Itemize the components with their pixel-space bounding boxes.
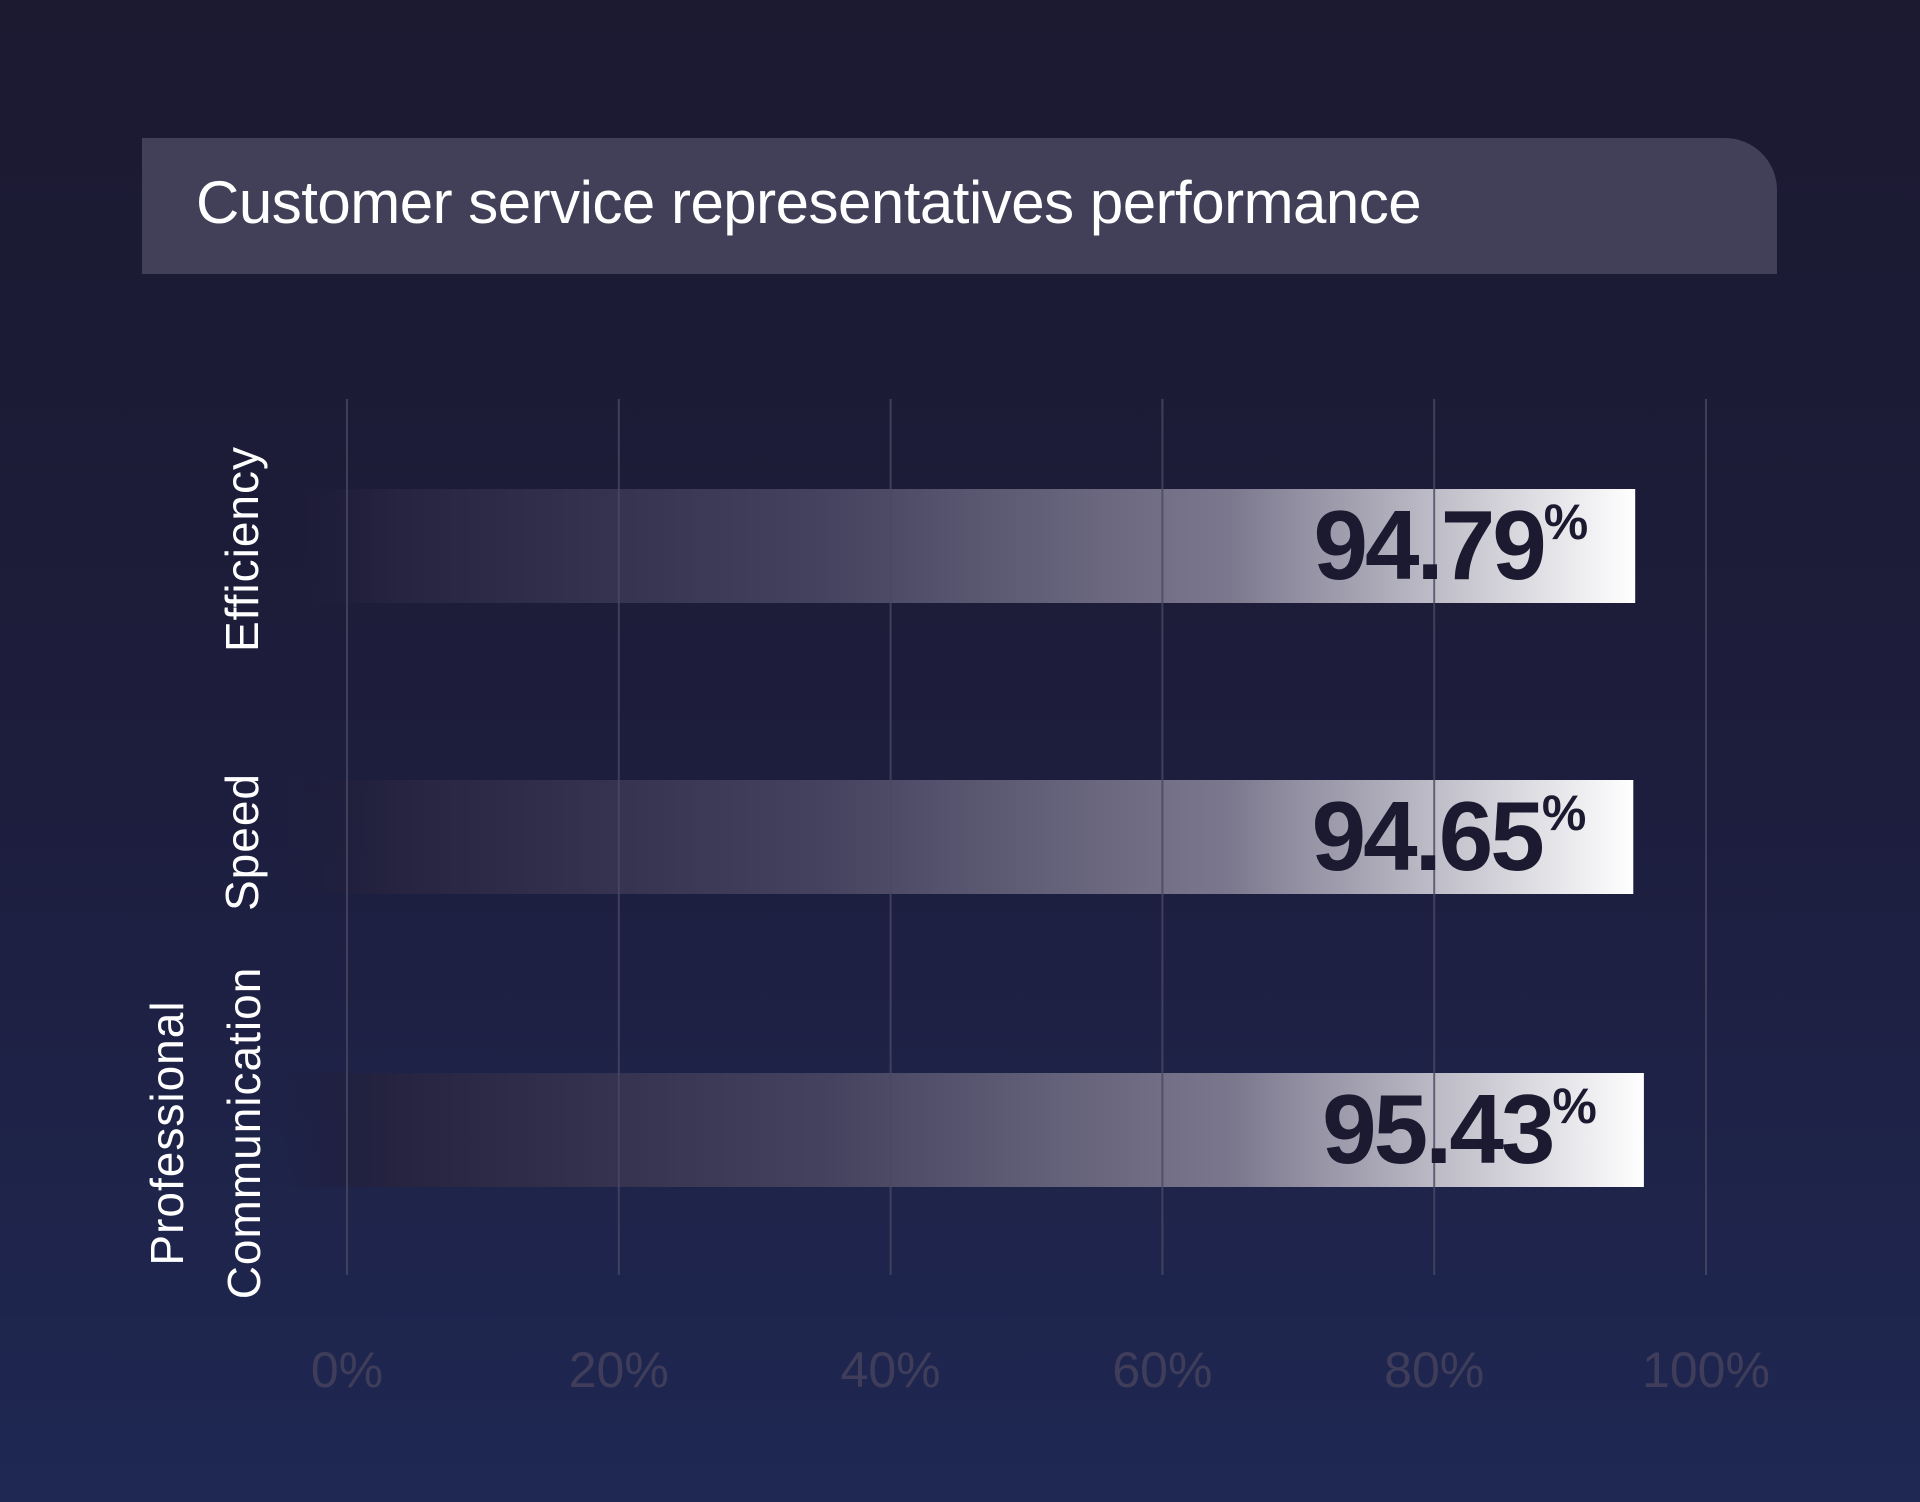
x-tick-label: 80%	[1384, 1342, 1484, 1398]
x-tick-label: 40%	[841, 1342, 941, 1398]
category-label: Communication	[218, 967, 270, 1300]
x-tick-label: 20%	[569, 1342, 669, 1398]
bar-2	[282, 1073, 1644, 1187]
title-banner: Customer service representatives perform…	[142, 138, 1777, 274]
bar-0	[282, 489, 1636, 603]
x-tick-label: 100%	[1642, 1342, 1770, 1398]
x-tick-label: 60%	[1112, 1342, 1212, 1398]
value-label: 94.79%	[1313, 490, 1587, 600]
bar-1	[282, 780, 1634, 894]
category-label: Professional	[141, 1000, 193, 1265]
value-label: 94.65%	[1312, 781, 1586, 891]
value-label: 95.43%	[1322, 1074, 1596, 1184]
chart-title: Customer service representatives perform…	[196, 169, 1422, 236]
category-label: Efficiency	[216, 446, 268, 652]
category-label: Speed	[216, 773, 268, 911]
x-tick-label: 0%	[311, 1342, 383, 1398]
